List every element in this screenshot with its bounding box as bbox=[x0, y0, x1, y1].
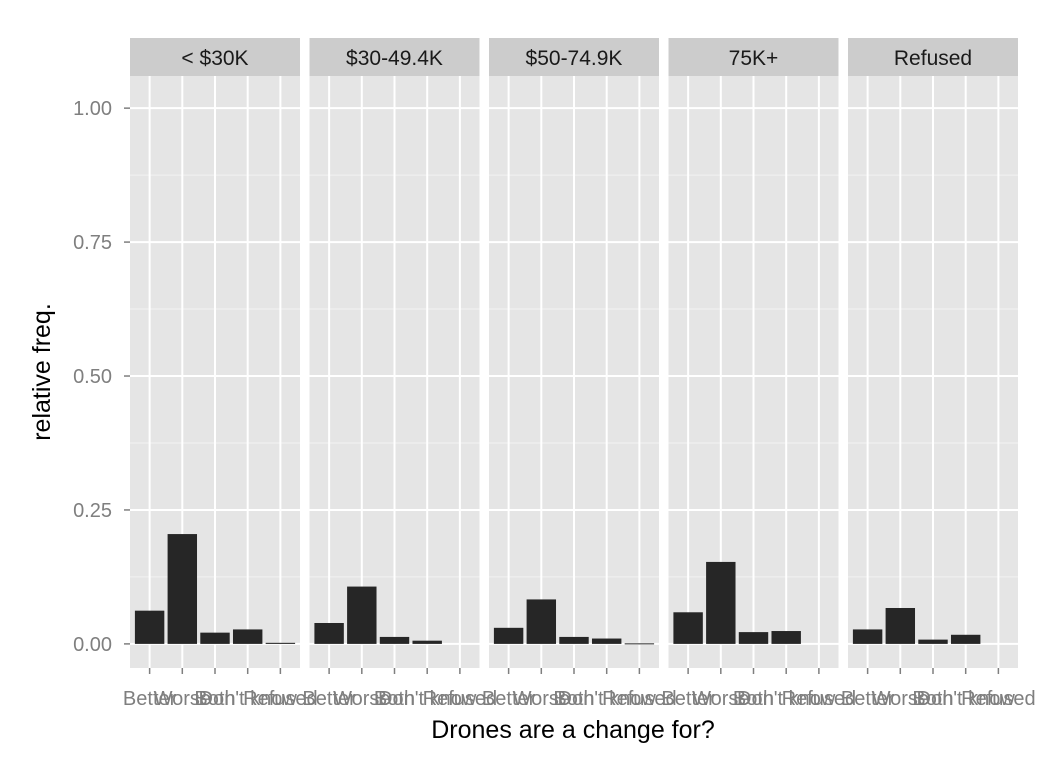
y-tick-label: 0.50 bbox=[73, 366, 112, 388]
facet-strip-label: < $30K bbox=[181, 47, 248, 70]
bar bbox=[885, 607, 916, 644]
x-tick-label: Both bbox=[374, 688, 415, 710]
bar bbox=[918, 639, 948, 644]
bar bbox=[493, 627, 524, 644]
bar bbox=[738, 632, 769, 644]
x-tick-label: Refused bbox=[602, 688, 677, 710]
y-tick-label: 0.00 bbox=[73, 634, 112, 656]
facet-strip-label: $50-74.9K bbox=[526, 47, 623, 70]
x-tick-label: Better bbox=[302, 688, 356, 710]
bar bbox=[624, 643, 655, 645]
x-axis-title: Drones are a change for? bbox=[431, 716, 715, 744]
bar bbox=[314, 622, 344, 644]
bar bbox=[852, 629, 883, 644]
x-tick-label: Better bbox=[841, 688, 895, 710]
bar bbox=[347, 586, 377, 644]
bar bbox=[706, 561, 736, 644]
x-tick-label: Both bbox=[733, 688, 774, 710]
bar bbox=[134, 610, 165, 644]
x-tick-label: Don't know bbox=[558, 688, 657, 710]
bar bbox=[591, 638, 622, 644]
bar bbox=[232, 629, 263, 644]
x-tick-label: Better bbox=[482, 688, 536, 710]
x-tick-label: Refused bbox=[961, 688, 1036, 710]
bar bbox=[673, 612, 703, 644]
facet-strip-label: 75K+ bbox=[729, 47, 779, 70]
x-tick-label: Don't know bbox=[378, 688, 477, 710]
x-tick-label: Don't know bbox=[199, 688, 298, 710]
bar bbox=[559, 636, 589, 644]
x-tick-label: Don't know bbox=[737, 688, 836, 710]
x-tick-label: Refused bbox=[423, 688, 498, 710]
bar bbox=[167, 534, 198, 644]
bar bbox=[412, 640, 442, 644]
y-tick-label: 0.75 bbox=[73, 232, 112, 254]
x-tick-label: Worse bbox=[872, 688, 929, 710]
x-tick-label: Both bbox=[194, 688, 235, 710]
bar bbox=[526, 599, 557, 644]
bar bbox=[771, 631, 801, 644]
x-tick-label: Refused bbox=[782, 688, 857, 710]
bar bbox=[379, 636, 410, 644]
y-tick-label: 0.25 bbox=[73, 500, 112, 522]
facet-strip bbox=[309, 38, 480, 76]
bar bbox=[265, 642, 296, 644]
bar bbox=[200, 632, 230, 644]
x-tick-label: Worse bbox=[692, 688, 749, 710]
facet-strip bbox=[130, 38, 300, 76]
facet-strip-label: $30-49.4K bbox=[346, 47, 443, 70]
y-axis-title: relative freq. bbox=[28, 303, 56, 441]
facet-strip bbox=[848, 38, 1018, 76]
x-tick-label: Better bbox=[661, 688, 715, 710]
y-axis: 0.00 0.25 0.50 0.75 1.00 bbox=[73, 98, 130, 656]
x-tick-label: Better bbox=[123, 688, 177, 710]
facet-strip-label: Refused bbox=[894, 47, 972, 70]
facet-strip bbox=[489, 38, 659, 76]
x-tick-label: Refused bbox=[243, 688, 318, 710]
x-tick-label: Both bbox=[553, 688, 594, 710]
x-tick-label: Worse bbox=[513, 688, 570, 710]
x-tick-label: Worse bbox=[154, 688, 211, 710]
facet-strip bbox=[668, 38, 839, 76]
bar bbox=[950, 634, 981, 644]
x-tick-label: Both bbox=[912, 688, 953, 710]
x-tick-label: Don't know bbox=[917, 688, 1016, 710]
y-tick-label: 1.00 bbox=[73, 98, 112, 120]
x-tick-label: Worse bbox=[333, 688, 390, 710]
